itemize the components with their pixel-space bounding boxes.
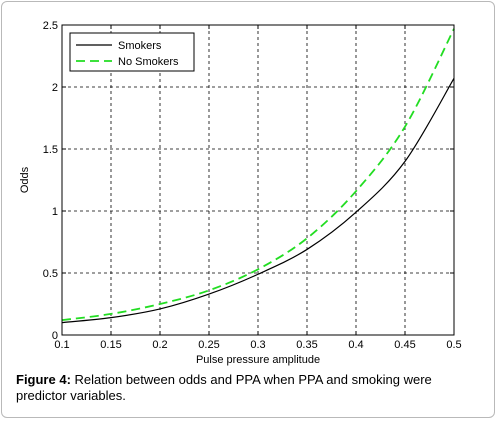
- series-line-1: [61, 28, 455, 322]
- y-tick-label: 0: [52, 330, 58, 342]
- y-tick-label: 2: [52, 82, 58, 94]
- legend-label-no-smokers: No Smokers: [118, 56, 179, 68]
- series-line-0: [61, 78, 455, 324]
- y-tick-label: 2.5: [43, 20, 58, 32]
- caption-label: Figure 4:: [16, 372, 71, 387]
- series-group: [61, 28, 455, 324]
- axis-ticks: 0.1 0.15 0.2 0.25 0.3 0.35 0.4 0.45 0.5 0 0.5 1 1.5 2…: [43, 20, 462, 351]
- x-tick-label: 0.25: [198, 339, 219, 351]
- caption-text: Relation between odds and PPA when PPA a…: [16, 372, 432, 403]
- x-tick-label: 0.15: [100, 339, 121, 351]
- chart-svg: 0.1 0.15 0.2 0.25 0.3 0.35 0.4 0.45 0.5 0 0.5 1 1.5 2…: [19, 20, 462, 366]
- x-tick-label: 0.45: [394, 339, 415, 351]
- x-axis-label: Pulse pressure amplitude: [196, 354, 320, 366]
- x-tick-label: 0.5: [446, 339, 461, 351]
- legend-box: [69, 32, 195, 72]
- x-tick-label: 0.35: [296, 339, 317, 351]
- legend-label-smokers: Smokers: [118, 40, 162, 52]
- x-tick-label: 0.3: [250, 339, 265, 351]
- grid-lines: [62, 25, 454, 335]
- x-tick-label: 0.2: [152, 339, 167, 351]
- y-tick-label: 1: [52, 206, 58, 218]
- x-tick-label: 0.1: [54, 339, 69, 351]
- y-axis-label: Odds: [19, 166, 31, 193]
- y-tick-label: 0.5: [43, 268, 58, 280]
- legend: Smokers No Smokers: [69, 32, 195, 72]
- x-tick-label: 0.4: [348, 339, 363, 351]
- y-tick-label: 1.5: [43, 144, 58, 156]
- figure-caption: Figure 4: Relation between odds and PPA …: [16, 372, 476, 404]
